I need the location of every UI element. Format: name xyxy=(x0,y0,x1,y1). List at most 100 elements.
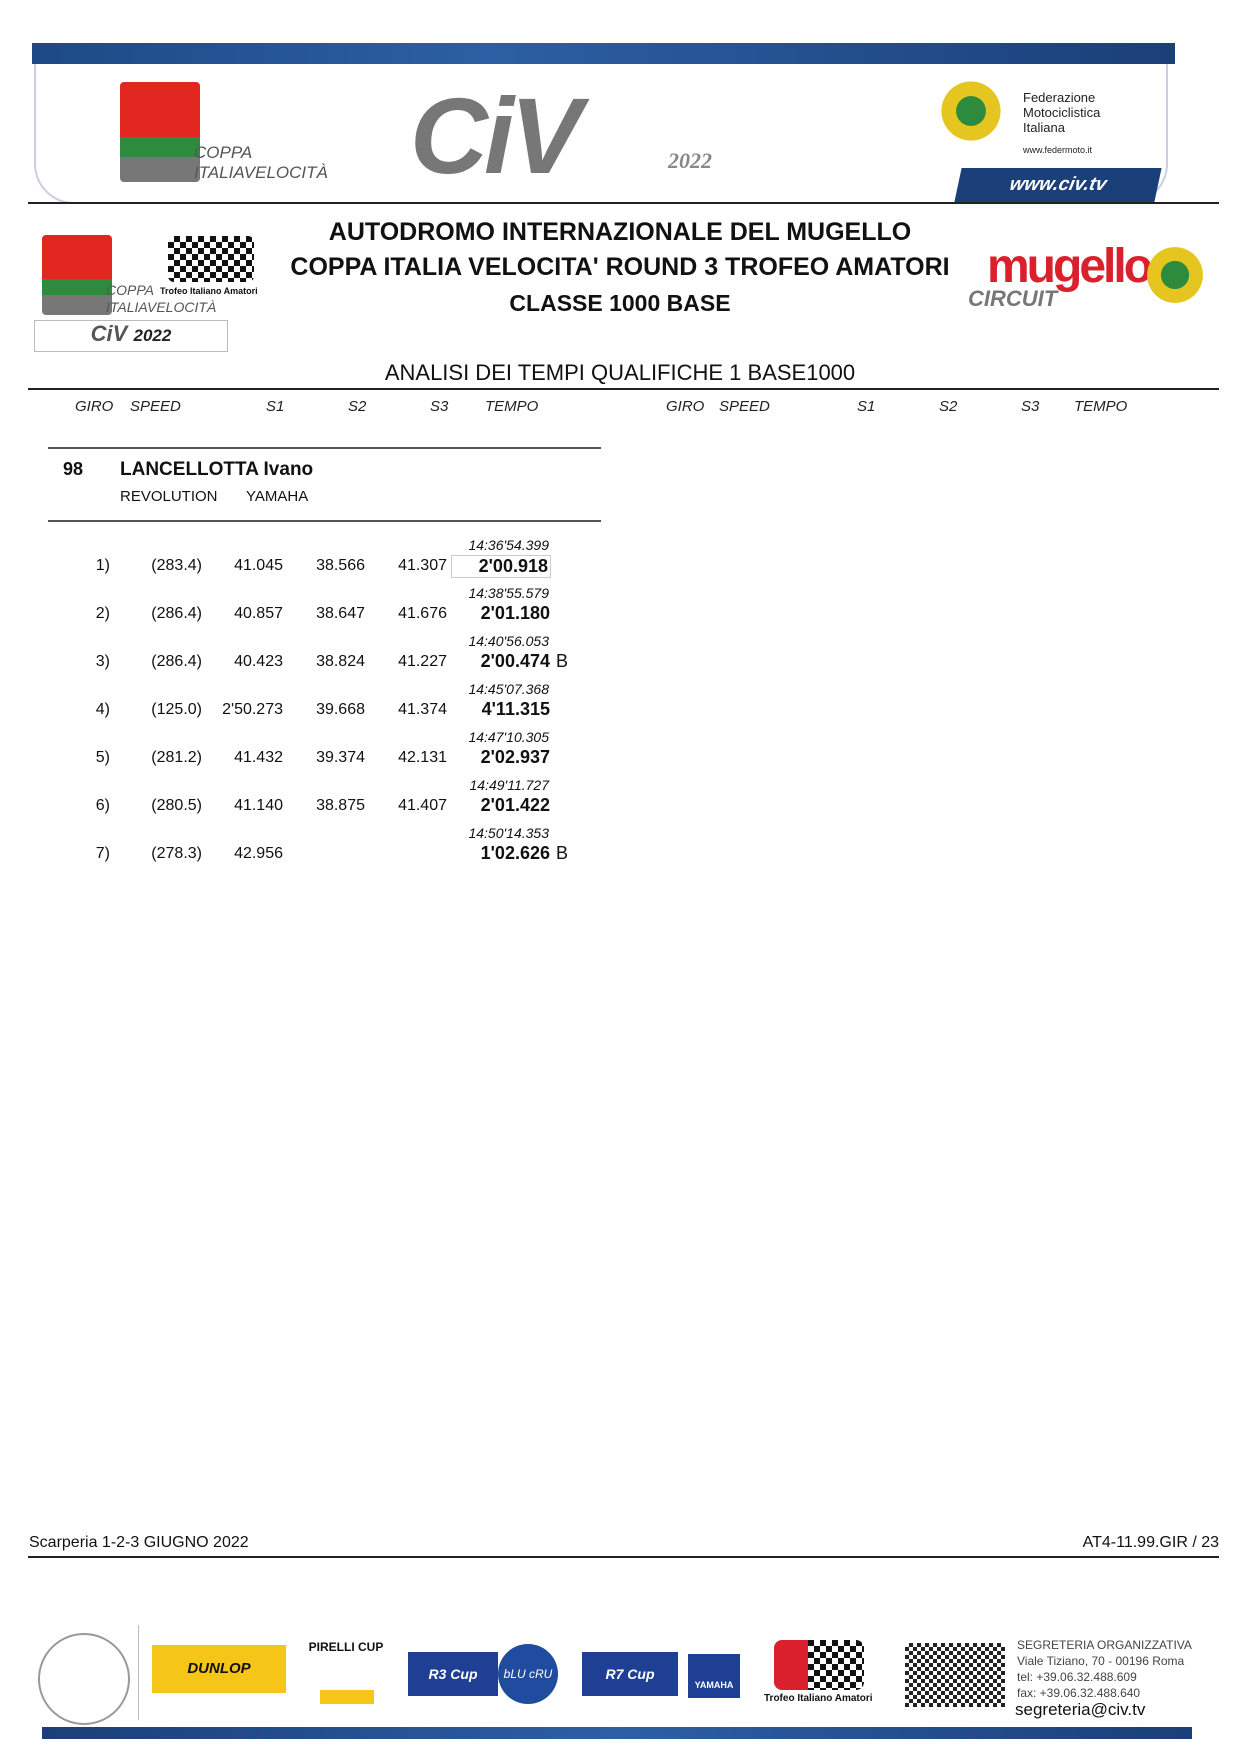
divider xyxy=(28,388,1219,390)
contact-line: Viale Tiziano, 70 - 00196 Roma xyxy=(1017,1654,1185,1668)
civ-coppa-logo-text: COPPA ITALIAVELOCITÀ xyxy=(194,143,328,183)
footer-location-date: Scarperia 1-2-3 GIUGNO 2022 xyxy=(29,1534,249,1551)
col-tempo-right: TEMPO xyxy=(1074,398,1128,415)
civ-text: CiV xyxy=(90,321,128,346)
lap-speed: (125.0) xyxy=(151,701,202,718)
col-giro-right: GIRO xyxy=(666,398,705,415)
r7-cup-logo: R7 Cup xyxy=(582,1652,678,1696)
lap-s2: 38.875 xyxy=(316,797,365,814)
report-title: ANALISI DEI TEMPI QUALIFICHE 1 BASE1000 xyxy=(384,360,856,385)
lap-flag: B xyxy=(556,843,569,863)
lap-time-of-day: 14:47'10.305 xyxy=(468,729,549,745)
lap-number: 3) xyxy=(95,653,110,670)
col-s2-right: S2 xyxy=(939,398,958,415)
lap-flag: B xyxy=(556,651,569,671)
lap-tempo: 1'02.626 xyxy=(480,843,550,863)
lap-tempo: 2'01.180 xyxy=(480,603,550,623)
fmi-line: Motociclistica xyxy=(1023,105,1101,120)
lap-time-of-day: 14:49'11.727 xyxy=(469,777,550,793)
civ-coppa-small-text: COPPA ITALIAVELOCITÀ xyxy=(106,282,216,316)
lap-time-of-day: 14:40'56.053 xyxy=(468,633,549,649)
lap-s3: 41.676 xyxy=(398,605,447,622)
lap-s1: 41.045 xyxy=(234,557,283,574)
lap-tempo: 2'01.422 xyxy=(480,795,550,815)
fmi-name: Federazione Motociclistica Italiana www.… xyxy=(1023,90,1100,158)
fmi-line: Federazione xyxy=(1023,90,1096,105)
lap-speed: (281.2) xyxy=(151,749,202,766)
civ-coppa-small-logo xyxy=(42,235,112,315)
col-tempo: TEMPO xyxy=(485,398,539,415)
dunlop-logo: DUNLOP xyxy=(152,1645,286,1693)
lap-s1: 40.857 xyxy=(234,605,283,622)
lap-s1: 2'50.273 xyxy=(222,701,283,718)
lap-s1: 41.140 xyxy=(234,797,283,814)
civ-tv-link[interactable]: www.civ.tv xyxy=(954,168,1162,202)
trofeo-logo-text: Trofeo Italiano Amatori xyxy=(160,286,258,296)
civ-year: 2022 xyxy=(668,148,712,173)
contact-line: tel: +39.06.32.488.609 xyxy=(1017,1670,1137,1684)
logo-text: COPPA xyxy=(194,143,253,162)
fmi-url: www.federmoto.it xyxy=(1023,145,1093,155)
contact-email[interactable]: segreteria@civ.tv xyxy=(1015,1700,1146,1719)
event-class: CLASSE 1000 BASE xyxy=(509,290,731,316)
col-s1: S1 xyxy=(266,398,285,415)
lap-number: 2) xyxy=(95,605,110,622)
lap-s2: 38.566 xyxy=(316,557,365,574)
mugello-circuit-text: CIRCUIT xyxy=(968,286,1058,311)
lap-time-of-day: 14:45'07.368 xyxy=(468,681,549,697)
mugello-logo: mugello xyxy=(987,240,1153,293)
col-s3-right: S3 xyxy=(1021,398,1040,415)
qr-code[interactable] xyxy=(905,1643,1005,1707)
rider-number: 98 xyxy=(63,459,84,479)
lap-number: 5) xyxy=(95,749,110,766)
pirelli-cup-logo: PIRELLI CUP xyxy=(308,1640,384,1654)
divider xyxy=(48,447,601,449)
civ-2022-badge: CiV 2022 xyxy=(34,320,228,352)
lap-time-of-day: 14:38'55.579 xyxy=(468,585,549,601)
lap-s3: 41.307 xyxy=(398,557,447,574)
civ-coppa-logo xyxy=(120,82,200,182)
event-round: COPPA ITALIA VELOCITA' ROUND 3 TROFEO AM… xyxy=(290,253,950,281)
col-s1-right: S1 xyxy=(857,398,876,415)
col-s3: S3 xyxy=(430,398,449,415)
lap-speed: (286.4) xyxy=(151,653,202,670)
divider xyxy=(28,202,1219,204)
fmi-line: Italiana xyxy=(1023,120,1065,135)
footer-band xyxy=(42,1727,1192,1739)
header-band xyxy=(32,43,1175,64)
separator xyxy=(138,1625,139,1720)
lap-s2: 39.374 xyxy=(316,749,365,766)
trofeo-seal-logo xyxy=(38,1633,130,1725)
civ-logo: CiV xyxy=(410,75,582,196)
lap-tempo: 4'11.315 xyxy=(481,699,550,719)
logo-text: ITALIAVELOCITÀ xyxy=(106,299,217,315)
contact-line: SEGRETERIA ORGANIZZATIVA xyxy=(1017,1638,1192,1652)
fmi-emblem-icon xyxy=(935,78,1007,144)
year-text: 2022 xyxy=(133,326,172,345)
lap-tempo: 2'00.474 xyxy=(480,651,550,671)
lap-number: 1) xyxy=(95,557,110,574)
lap-s3: 41.227 xyxy=(398,653,447,670)
logo-text: ITALIAVELOCITÀ xyxy=(194,163,328,182)
lap-s2: 39.668 xyxy=(316,701,365,718)
rider-bike: YAMAHA xyxy=(246,488,309,505)
divider xyxy=(28,1556,1219,1558)
yamaha-logo: YAMAHA xyxy=(688,1654,740,1698)
lap-s1: 41.432 xyxy=(234,749,283,766)
contact-line: fax: +39.06.32.488.640 xyxy=(1017,1686,1141,1700)
footer-doc-code: AT4-11.99.GIR / 23 xyxy=(1082,1534,1219,1551)
pirelli-badge xyxy=(320,1690,374,1704)
lap-time-of-day: 14:36'54.399 xyxy=(468,537,549,553)
lap-s3: 41.374 xyxy=(398,701,447,718)
blu-cru-logo: bLU cRU xyxy=(498,1644,558,1704)
lap-speed: (280.5) xyxy=(151,797,202,814)
lap-s2: 38.647 xyxy=(316,605,365,622)
lap-speed: (286.4) xyxy=(151,605,202,622)
lap-speed: (278.3) xyxy=(151,845,202,862)
event-venue: AUTODROMO INTERNAZIONALE DEL MUGELLO xyxy=(328,218,912,246)
col-speed-right: SPEED xyxy=(719,398,770,415)
lap-s2: 38.824 xyxy=(316,653,365,670)
col-s2: S2 xyxy=(348,398,367,415)
lap-s3: 42.131 xyxy=(398,749,447,766)
trofeo-amatori-flag-icon xyxy=(774,1640,864,1690)
